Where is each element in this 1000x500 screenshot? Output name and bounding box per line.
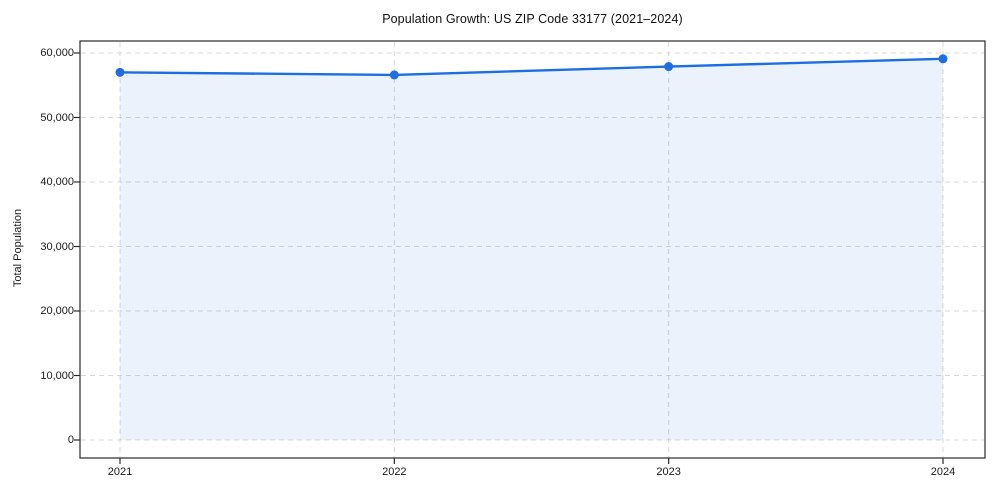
y-tick-label: 0 (67, 434, 74, 446)
chart-title: Population Growth: US ZIP Code 33177 (20… (382, 12, 683, 26)
axis-tick-marks (74, 52, 944, 464)
x-tick-label: 2023 (656, 466, 681, 478)
x-tick-label: 2021 (107, 466, 133, 478)
y-tick-label: 60,000 (40, 47, 74, 59)
y-tick-label: 40,000 (40, 176, 74, 188)
data-point-2022 (389, 70, 399, 80)
data-point-markers (115, 54, 948, 80)
x-tick-label: 2024 (930, 466, 956, 478)
x-tick-label: 2022 (382, 466, 407, 478)
y-tick-label: 50,000 (40, 111, 74, 124)
plot-frame (79, 40, 986, 459)
data-point-2024 (938, 54, 948, 64)
grid-lines (81, 42, 984, 457)
data-point-2023 (664, 62, 674, 72)
data-line (118, 57, 945, 77)
data-point-2021 (115, 67, 125, 77)
area-fill (120, 58, 943, 441)
y-tick-label: 30,000 (40, 240, 74, 253)
y-tick-label: 10,000 (40, 369, 74, 382)
y-tick-label: 20,000 (40, 305, 74, 317)
